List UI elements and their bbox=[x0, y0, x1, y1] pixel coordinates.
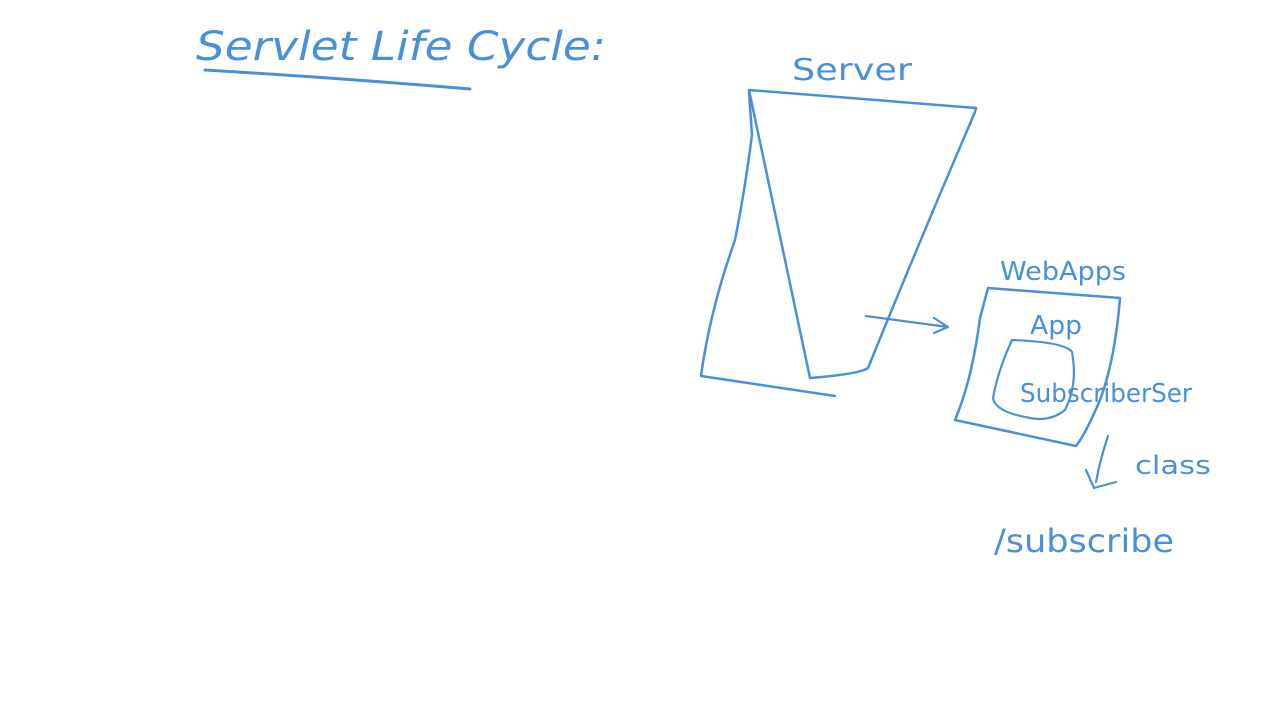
subscriber-label: SubscriberSer bbox=[1020, 379, 1192, 409]
app-label: App bbox=[1030, 311, 1082, 341]
server-box bbox=[699, 88, 978, 398]
title-text: Servlet Life Cycle: bbox=[196, 24, 606, 70]
server-label: Server bbox=[792, 53, 913, 88]
class-label: class bbox=[1135, 451, 1211, 481]
title-underline bbox=[203, 68, 472, 91]
webapps-label: WebApps bbox=[1000, 257, 1126, 287]
server-to-webapps-arrow bbox=[864, 314, 950, 335]
class-down-arrow bbox=[1084, 434, 1118, 490]
webapps-box bbox=[953, 286, 1122, 448]
subscriber-box bbox=[991, 338, 1075, 421]
subscribe-path-label: /subscribe bbox=[994, 522, 1174, 560]
